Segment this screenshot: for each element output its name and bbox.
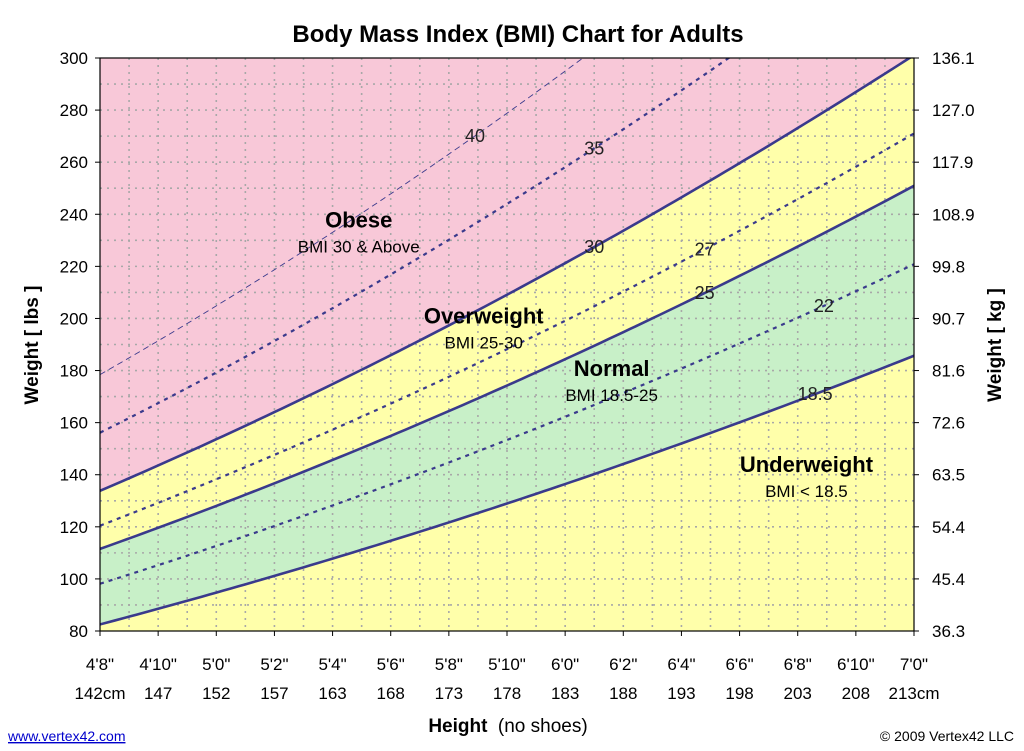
x-tick-label-ftin: 5'10" bbox=[488, 655, 526, 674]
bmi-curve-label: 40 bbox=[465, 126, 485, 146]
y-right-tick-label: 127.0 bbox=[932, 101, 975, 120]
x-tick-label-cm: 203 bbox=[784, 684, 812, 703]
x-tick-label-ftin: 4'10" bbox=[139, 655, 177, 674]
x-tick-label-cm: 183 bbox=[551, 684, 579, 703]
bmi-curve-label: 22 bbox=[814, 296, 834, 316]
bmi-curve-30 bbox=[100, 58, 912, 493]
bmi-curve-label: 30 bbox=[584, 237, 604, 257]
y-right-tick-label: 81.6 bbox=[932, 362, 965, 381]
y-right-tick-label: 99.8 bbox=[932, 257, 965, 276]
y-right-tick-label: 63.5 bbox=[932, 466, 965, 485]
x-tick-label-cm: 178 bbox=[493, 684, 521, 703]
bmi-curve-label: 25 bbox=[695, 283, 715, 303]
obese-region-fill bbox=[100, 58, 910, 491]
y-left-tick-label: 200 bbox=[60, 309, 88, 328]
bmi-curve-25 bbox=[100, 184, 914, 551]
y-left-tick-label: 180 bbox=[60, 362, 88, 381]
y-right-tick-label: 72.6 bbox=[932, 414, 965, 433]
y-axis-right-title: Weight [ kg ] bbox=[985, 288, 1006, 402]
x-tick-label-ftin: 5'2" bbox=[260, 655, 288, 674]
x-tick-label-ftin: 6'2" bbox=[609, 655, 637, 674]
bmi-curve-40 bbox=[100, 58, 584, 376]
region-labels: Underweight BMI < 18.5 Normal BMI 18.5-25 Ov… bbox=[298, 207, 874, 501]
x-tick-label-ftin: 4'8" bbox=[86, 655, 114, 674]
x-tick-label-cm: 163 bbox=[318, 684, 346, 703]
region-label-underweight: Underweight bbox=[740, 452, 874, 477]
x-tick-label-cm: 193 bbox=[667, 684, 695, 703]
x-tick-label-cm: 173 bbox=[435, 684, 463, 703]
x-tick-label-ftin: 6'10" bbox=[837, 655, 875, 674]
region-range-normal: BMI 18.5-25 bbox=[565, 386, 658, 405]
website-link[interactable]: www.vertex42.com bbox=[7, 728, 125, 744]
region-label-overweight: Overweight bbox=[424, 304, 544, 329]
x-tick-label-ftin: 5'4" bbox=[318, 655, 346, 674]
bmi-curve-27 bbox=[100, 132, 914, 527]
y-left-tick-label: 120 bbox=[60, 518, 88, 537]
bmi-curve-18-5 bbox=[100, 354, 914, 626]
region-label-normal: Normal bbox=[574, 356, 650, 381]
region-label-obese: Obese bbox=[325, 207, 392, 232]
y-right-tick-label: 90.7 bbox=[932, 309, 965, 328]
region-range-overweight: BMI 25-30 bbox=[445, 334, 523, 353]
x-tick-label-ftin: 5'8" bbox=[435, 655, 463, 674]
y-left-tick-label: 140 bbox=[60, 466, 88, 485]
y-right-tick-label: 54.4 bbox=[932, 518, 965, 537]
x-tick-label-cm: 213cm bbox=[888, 684, 939, 703]
x-axis-ticks: 4'8" 142cm 4'10" 147 5'0" 152 5'2" 157 5'4" 163 5'… bbox=[74, 631, 940, 703]
bmi-curve-labels: 18.5 22 25 27 30 35 40 bbox=[465, 126, 834, 404]
x-tick-label-cm: 168 bbox=[377, 684, 405, 703]
x-tick-label-cm: 208 bbox=[842, 684, 870, 703]
y-left-tick-label: 80 bbox=[69, 622, 88, 641]
y-right-tick-label: 108.9 bbox=[932, 205, 975, 224]
x-tick-label-cm: 142cm bbox=[74, 684, 125, 703]
x-tick-label-ftin: 6'6" bbox=[725, 655, 753, 674]
copyright-notice: © 2009 Vertex42 LLC bbox=[880, 728, 1014, 744]
x-tick-label-cm: 152 bbox=[202, 684, 230, 703]
y-left-tick-label: 260 bbox=[60, 153, 88, 172]
x-axis-title: Height (no shoes) bbox=[428, 716, 587, 737]
x-axis-title-note: (no shoes) bbox=[498, 716, 588, 737]
bmi-curve-label: 27 bbox=[695, 239, 715, 259]
chart-title: Body Mass Index (BMI) Chart for Adults bbox=[292, 21, 743, 48]
region-range-underweight: BMI < 18.5 bbox=[765, 482, 848, 501]
y-right-tick-label: 36.3 bbox=[932, 622, 965, 641]
bmi-curves bbox=[100, 58, 914, 626]
y-right-tick-label: 117.9 bbox=[932, 153, 973, 172]
x-tick-label-cm: 198 bbox=[725, 684, 753, 703]
y-left-tick-label: 220 bbox=[60, 257, 88, 276]
y-left-tick-label: 300 bbox=[60, 49, 88, 68]
x-tick-label-ftin: 5'0" bbox=[202, 655, 230, 674]
x-tick-label-cm: 147 bbox=[144, 684, 172, 703]
x-tick-label-cm: 157 bbox=[260, 684, 288, 703]
y-left-tick-label: 100 bbox=[60, 570, 88, 589]
x-axis-title-main: Height bbox=[428, 716, 488, 737]
region-range-obese: BMI 30 & Above bbox=[298, 237, 420, 256]
x-tick-label-ftin: 5'6" bbox=[377, 655, 405, 674]
x-tick-label-cm: 188 bbox=[609, 684, 637, 703]
y-left-tick-label: 240 bbox=[60, 205, 88, 224]
y-axis-left-title: Weight [ lbs ] bbox=[22, 286, 43, 405]
y-right-tick-label: 45.4 bbox=[932, 570, 965, 589]
bmi-curve-label: 18.5 bbox=[798, 384, 833, 404]
y-right-tick-label: 136.1 bbox=[932, 49, 975, 68]
y-axis-right-ticks: 36.3 45.4 54.4 63.5 72.6 81.6 90.7 99.8 108.9 117… bbox=[914, 49, 975, 641]
x-tick-label-ftin: 6'4" bbox=[667, 655, 695, 674]
y-left-tick-label: 280 bbox=[60, 101, 88, 120]
x-tick-label-ftin: 6'0" bbox=[551, 655, 579, 674]
x-tick-label-ftin: 7'0" bbox=[900, 655, 928, 674]
y-left-tick-label: 160 bbox=[60, 414, 88, 433]
bmi-curve-label: 35 bbox=[584, 138, 604, 158]
y-axis-left-ticks: 80 100 120 140 160 180 200 220 240 260 280 300 bbox=[60, 49, 100, 641]
x-tick-label-ftin: 6'8" bbox=[784, 655, 812, 674]
